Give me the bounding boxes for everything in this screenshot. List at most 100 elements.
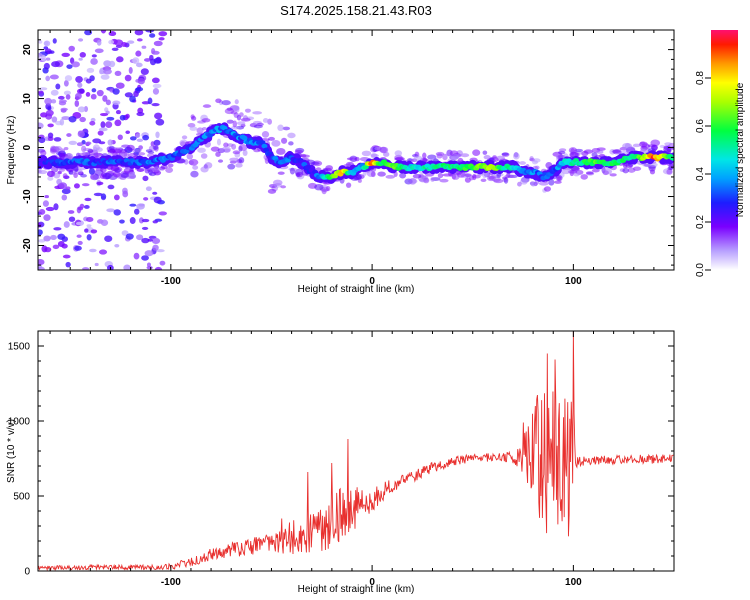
spectrogram-haze-blob: [271, 139, 281, 147]
spectrogram-noise-blob: [83, 205, 90, 209]
spectrogram-haze-blob: [345, 182, 352, 188]
spectrogram-noise-blob: [57, 233, 66, 240]
spectrogram-haze-blob: [234, 99, 239, 105]
snr-ytick-label: 1000: [8, 417, 31, 428]
snr-plot-area: [38, 331, 674, 571]
spectrogram-noise-blob: [149, 33, 156, 38]
snr-ytick-label: 1500: [8, 342, 31, 353]
spectrogram-noise-blob: [43, 62, 50, 70]
spectrogram-noise-blob: [89, 120, 96, 126]
spectrogram-noise-blob: [108, 39, 115, 45]
spectrogram-haze-blob: [215, 98, 222, 104]
snr-xtick-label: -100: [161, 577, 181, 588]
spectrogram-haze-blob: [262, 118, 269, 123]
spectrogram-noise-blob: [114, 119, 122, 127]
spectrogram-noise-blob: [152, 83, 162, 89]
spectrogram-haze-blob: [244, 108, 251, 113]
spectrogram-noise-blob: [134, 30, 144, 36]
spectrogram-haze-blob: [137, 152, 146, 156]
spectrogram-haze-blob: [520, 178, 528, 185]
spectrogram-noise-blob: [127, 40, 135, 44]
spectrogram-noise-blob: [38, 90, 44, 94]
spectrogram-haze-blob: [534, 165, 540, 170]
spectrogram-noise-blob: [90, 58, 98, 65]
spectrogram-haze-blob: [235, 105, 240, 113]
spectrogram-noise-blob: [129, 203, 137, 207]
spectrogram-haze-blob: [585, 171, 594, 175]
spectrogram-noise-blob: [122, 190, 129, 198]
spectrogram-haze-blob: [148, 171, 157, 177]
spectrogram-noise-blob: [91, 54, 97, 58]
spectrogram-haze-blob: [294, 149, 304, 154]
spectrogram-noise-blob: [90, 117, 96, 123]
spectrogram-haze-blob: [399, 172, 407, 179]
spectrogram-noise-blob: [78, 57, 83, 61]
spectrogram-haze-blob: [277, 124, 284, 132]
spectrogram-noise-blob: [85, 78, 92, 84]
spectrogram-noise-blob: [155, 118, 165, 126]
spectrogram-haze-blob: [325, 165, 334, 171]
spectrogram-noise-blob: [143, 197, 149, 201]
spectrogram-noise-blob: [45, 206, 55, 212]
spectrogram-noise-blob: [107, 139, 113, 146]
spectrogram-haze-blob: [70, 171, 77, 175]
spectrogram-ridge-core: [241, 135, 248, 141]
spectrogram-haze-blob: [109, 148, 116, 154]
spectrogram-noise-blob: [91, 88, 97, 93]
spectrogram-noise-blob: [39, 87, 48, 91]
spectrogram-noise-blob: [133, 252, 140, 260]
spectrogram-haze-blob: [538, 181, 549, 186]
spectrogram-haze-blob: [374, 146, 380, 151]
spectrogram-haze-blob: [200, 153, 208, 159]
spectrogram-noise-blob: [117, 134, 123, 141]
spectrogram-noise-blob: [105, 121, 113, 129]
spectrogram-haze-blob: [354, 156, 360, 162]
snr-ylabel: SNR (10 * v/v): [6, 419, 17, 483]
spectrogram-noise-blob: [155, 56, 162, 64]
spectrogram-noise-blob: [153, 196, 162, 204]
spectrogram-noise-blob: [141, 237, 150, 244]
spectrogram-haze-blob: [267, 118, 272, 125]
spectrogram-ytick-label: -10: [22, 189, 33, 204]
spectrogram-haze-blob: [642, 163, 653, 167]
spectrogram-noise-blob: [62, 254, 71, 259]
spectrogram-haze-blob: [583, 149, 594, 154]
spectrogram-haze-blob: [568, 147, 578, 154]
spectrogram-noise-blob: [90, 229, 98, 234]
spectrogram-noise-blob: [114, 244, 120, 248]
spectrogram-haze-blob: [435, 151, 445, 156]
spectrogram-noise-blob: [93, 192, 103, 197]
spectrogram-haze-blob: [123, 152, 130, 158]
snr-ytick-label: 500: [13, 492, 30, 503]
spectrogram-haze-blob: [226, 119, 234, 124]
spectrogram-noise-blob: [99, 69, 104, 75]
spectrogram-noise-blob: [68, 216, 76, 222]
spectrogram-haze-blob: [602, 168, 613, 175]
spectrogram-noise-blob: [94, 48, 104, 54]
spectrogram-noise-blob: [104, 235, 113, 243]
spectrogram-haze-blob: [231, 125, 240, 130]
spectrogram-haze-blob: [493, 178, 504, 184]
spectrogram-noise-blob: [43, 214, 51, 221]
spectrogram-haze-blob: [282, 126, 291, 131]
spectrogram-noise-blob: [141, 226, 149, 230]
spectrogram-noise-blob: [153, 40, 163, 47]
spectrogram-haze-blob: [519, 161, 526, 165]
spectrogram-noise-blob: [77, 82, 83, 88]
spectrogram-haze-blob: [622, 167, 629, 174]
spectrogram-haze-blob: [532, 158, 541, 163]
spectrogram-noise-blob: [49, 50, 55, 54]
spectrogram-frame: [37, 29, 675, 271]
spectrogram-haze-blob: [379, 146, 389, 154]
spectrogram-noise-blob: [105, 99, 111, 106]
spectrogram-noise-blob: [152, 191, 158, 195]
spectrogram-noise-blob: [77, 130, 85, 138]
spectrogram-noise-blob: [43, 235, 51, 242]
spectrogram-noise-blob: [55, 83, 61, 90]
spectrogram-noise-blob: [98, 127, 108, 132]
spectrogram-noise-blob: [147, 238, 153, 242]
spectrogram-haze-blob: [217, 159, 224, 163]
spectrogram-noise-blob: [152, 244, 159, 251]
spectrogram-haze-blob: [482, 150, 488, 155]
spectrogram-noise-blob: [145, 30, 155, 33]
